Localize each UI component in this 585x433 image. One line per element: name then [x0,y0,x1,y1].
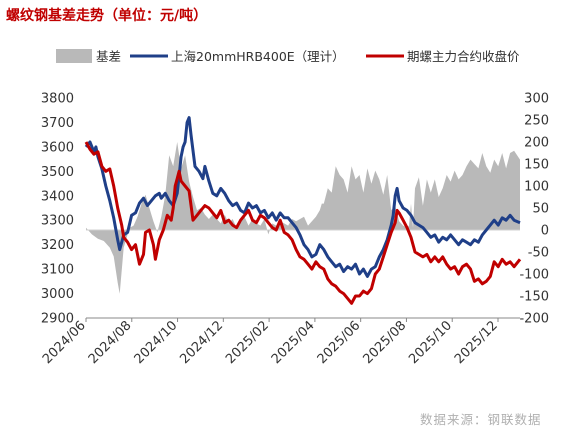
chart-title: 螺纹钢基差走势（单位：元/吨） [6,7,207,24]
right-tick-label: 0 [541,224,549,239]
left-tick-label: 2900 [41,312,74,327]
left-tick-label: 3100 [41,263,74,278]
x-tick-label: 2025/10 [406,318,455,367]
source-note: 数据来源：钢联数据 [420,412,542,427]
left-tick-label: 3300 [41,214,74,229]
legend-label-spot: 上海20mmHRB400E（理计） [171,49,345,64]
x-tick-label: 2025/12 [452,318,501,367]
right-tick-label: -50 [528,246,549,261]
x-tick-label: 2024/10 [132,318,181,367]
right-tick-label: 50 [532,202,549,217]
right-tick-label: -200 [519,312,549,327]
basis-area [86,142,520,294]
right-tick-label: -100 [519,268,549,283]
left-tick-label: 3600 [41,140,74,155]
right-tick-label: 100 [524,180,549,195]
left-tick-label: 3500 [41,165,74,180]
left-tick-label: 3700 [41,116,74,131]
x-tick-label: 2025/06 [315,318,364,367]
right-tick-label: 300 [524,92,549,107]
spot-price-line [84,116,521,278]
legend: 基差 上海20mmHRB400E（理计） 期螺主力合约收盘价 [56,49,520,64]
legend-label-futures: 期螺主力合约收盘价 [407,49,520,64]
x-tick-label: 2024/08 [86,318,135,367]
futures-price-line [84,141,522,305]
left-tick-label: 3800 [41,92,74,107]
right-axis: -200 -150 -100 -50 0 50 100 150 200 250 300 [519,92,549,327]
left-tick-label: 3200 [41,238,74,253]
x-tick-label: 2025/02 [223,318,272,367]
left-tick-label: 3000 [41,287,74,302]
left-tick-label: 3400 [41,189,74,204]
x-tick-label: 2025/04 [269,318,318,367]
x-tick-label: 2024/12 [177,318,226,367]
left-axis: 2900 3000 3100 3200 3300 3400 3500 3600 3700 3800 [41,92,74,327]
legend-swatch-basis [56,49,92,63]
right-tick-label: -150 [519,290,549,305]
basis-area-layer [86,142,520,294]
plot-area [84,116,522,319]
legend-label-basis: 基差 [96,49,121,64]
price-lines-layer [84,116,522,305]
right-tick-label: 250 [524,114,549,129]
right-tick-label: 200 [524,136,549,151]
x-axis: 2024/062024/082024/102024/122025/022025/… [40,318,501,367]
right-tick-label: 150 [524,158,549,173]
x-tick-label: 2025/08 [360,318,409,367]
